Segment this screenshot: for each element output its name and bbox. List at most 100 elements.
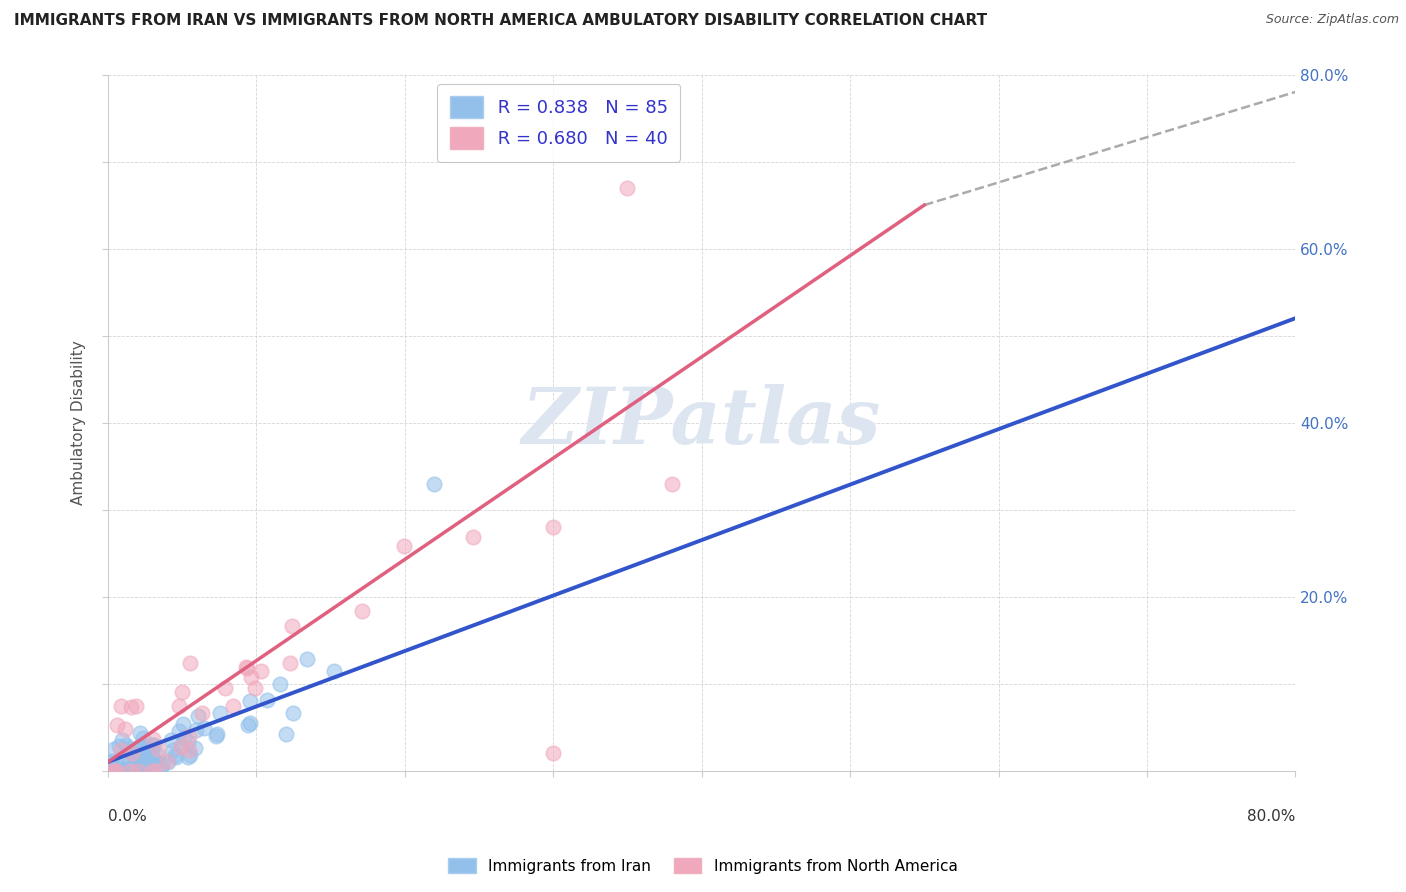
Point bbox=[193, 721, 215, 735]
Point bbox=[129, 726, 152, 740]
Point bbox=[179, 656, 201, 670]
Point bbox=[160, 733, 183, 747]
Point bbox=[183, 740, 205, 755]
Point bbox=[135, 744, 157, 758]
Point bbox=[117, 741, 139, 756]
Point bbox=[156, 755, 179, 769]
Point bbox=[170, 739, 193, 753]
Point bbox=[269, 677, 291, 691]
Point bbox=[167, 698, 190, 713]
Point bbox=[281, 619, 304, 633]
Point bbox=[127, 764, 149, 778]
Point bbox=[110, 699, 132, 714]
Point bbox=[120, 744, 142, 758]
Point bbox=[177, 729, 200, 743]
Point bbox=[132, 764, 155, 778]
Point bbox=[392, 540, 415, 554]
Point bbox=[162, 743, 184, 757]
Point bbox=[281, 706, 304, 720]
Point bbox=[170, 739, 193, 754]
Point bbox=[134, 756, 156, 770]
Point bbox=[98, 756, 121, 770]
Point bbox=[165, 747, 187, 762]
Point bbox=[238, 718, 260, 732]
Point bbox=[165, 750, 187, 764]
Point bbox=[235, 660, 257, 674]
Point bbox=[110, 764, 132, 778]
Point bbox=[236, 660, 259, 674]
Point bbox=[134, 764, 156, 778]
Point bbox=[208, 706, 231, 721]
Point bbox=[145, 764, 167, 778]
Point bbox=[214, 681, 236, 695]
Text: ZIPatlas: ZIPatlas bbox=[522, 384, 882, 461]
Point bbox=[150, 757, 173, 772]
Point bbox=[323, 664, 346, 678]
Point bbox=[118, 756, 141, 770]
Point bbox=[124, 699, 146, 714]
Point bbox=[124, 747, 146, 761]
Text: 80.0%: 80.0% bbox=[1247, 809, 1295, 824]
Point bbox=[122, 747, 145, 762]
Point bbox=[118, 764, 141, 778]
Point bbox=[186, 723, 208, 737]
Point bbox=[129, 747, 152, 762]
Point bbox=[138, 753, 160, 767]
Point bbox=[143, 755, 166, 769]
Point bbox=[105, 756, 128, 770]
Point bbox=[239, 715, 262, 730]
Point bbox=[172, 717, 194, 731]
Point bbox=[463, 530, 485, 544]
Y-axis label: Ambulatory Disability: Ambulatory Disability bbox=[72, 340, 86, 505]
Point bbox=[187, 709, 209, 723]
Point bbox=[101, 754, 124, 768]
Point bbox=[141, 743, 163, 757]
Point bbox=[107, 739, 129, 754]
Point bbox=[115, 764, 138, 778]
Point bbox=[132, 731, 155, 745]
Point bbox=[142, 731, 165, 746]
Point bbox=[115, 738, 138, 752]
Point bbox=[423, 476, 446, 491]
Point bbox=[141, 749, 163, 764]
Point bbox=[205, 729, 228, 743]
Point bbox=[541, 520, 564, 534]
Point bbox=[167, 723, 190, 738]
Point bbox=[148, 742, 170, 756]
Point bbox=[104, 764, 127, 778]
Legend:  R = 0.838   N = 85,  R = 0.680   N = 40: R = 0.838 N = 85, R = 0.680 N = 40 bbox=[437, 84, 681, 162]
Point bbox=[101, 764, 124, 778]
Point bbox=[105, 764, 128, 778]
Point bbox=[108, 764, 131, 778]
Point bbox=[105, 764, 128, 778]
Point bbox=[243, 681, 266, 695]
Point bbox=[118, 764, 141, 778]
Point bbox=[177, 750, 200, 764]
Point bbox=[177, 743, 200, 757]
Point bbox=[105, 717, 128, 731]
Point bbox=[541, 747, 564, 761]
Legend: Immigrants from Iran, Immigrants from North America: Immigrants from Iran, Immigrants from No… bbox=[443, 852, 963, 880]
Point bbox=[240, 670, 263, 684]
Point bbox=[114, 722, 136, 736]
Point bbox=[616, 180, 638, 194]
Point bbox=[131, 746, 153, 760]
Point bbox=[120, 700, 142, 714]
Point bbox=[120, 762, 142, 776]
Text: 0.0%: 0.0% bbox=[108, 809, 146, 824]
Point bbox=[222, 698, 245, 713]
Text: IMMIGRANTS FROM IRAN VS IMMIGRANTS FROM NORTH AMERICA AMBULATORY DISABILITY CORR: IMMIGRANTS FROM IRAN VS IMMIGRANTS FROM … bbox=[14, 13, 987, 29]
Point bbox=[155, 754, 177, 768]
Point bbox=[124, 753, 146, 767]
Point bbox=[100, 764, 122, 778]
Point bbox=[112, 756, 135, 771]
Point bbox=[121, 759, 143, 773]
Point bbox=[661, 476, 683, 491]
Point bbox=[141, 764, 163, 778]
Point bbox=[141, 738, 163, 752]
Point bbox=[150, 760, 173, 774]
Point bbox=[120, 764, 142, 778]
Point bbox=[170, 685, 193, 699]
Point bbox=[132, 740, 155, 755]
Point bbox=[278, 656, 301, 670]
